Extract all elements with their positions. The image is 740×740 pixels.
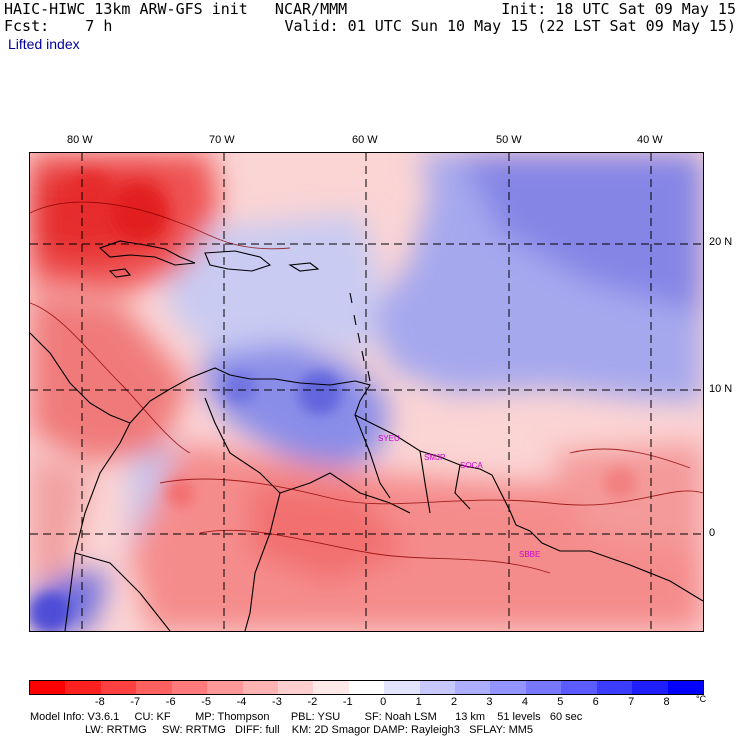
lat-lon-grid xyxy=(30,153,703,631)
colorbar-tick-label: -3 xyxy=(272,696,282,708)
field-label: Lifted index xyxy=(8,36,80,52)
jamaica-coast xyxy=(108,268,132,278)
station-label-sbbe: SBBE xyxy=(519,550,540,559)
colorbar-tick-label: -8 xyxy=(94,696,105,708)
header-title: HAIC-HIWC 13km ARW-GFS init NCAR/MMM xyxy=(4,0,348,18)
south-america-coast xyxy=(129,367,703,602)
header-init-time: Init: 18 UTC Sat 09 May 15 xyxy=(501,0,736,18)
colorbar-segment xyxy=(136,681,172,694)
guyana-border xyxy=(354,414,391,499)
colorbar-tick-label: 7 xyxy=(628,696,635,708)
colorbar-segment xyxy=(30,681,66,694)
colorbar-tick-label: -5 xyxy=(201,696,211,708)
colorbar-segment xyxy=(171,681,208,694)
colorbar-segment xyxy=(419,681,456,694)
colorbar-tick-label: 1 xyxy=(415,696,422,708)
station-label-soca: SOCA xyxy=(460,461,483,470)
colorbar-segment xyxy=(313,681,349,694)
colorbar-tick-label: 5 xyxy=(557,696,564,708)
colorbar-segment xyxy=(525,681,562,694)
header-forecast-hour: Fcst: 7 h xyxy=(4,17,113,35)
colorbar-tick-label: 2 xyxy=(450,696,458,708)
colorbar-segment xyxy=(667,681,704,694)
lat-label-20n: 20 N xyxy=(709,236,733,248)
colorbar-segment xyxy=(596,681,633,694)
station-label-syeu: SYEU xyxy=(378,434,400,443)
puerto-rico-coast xyxy=(288,262,320,272)
colorbar-segment xyxy=(207,681,243,694)
colorbar-segment xyxy=(277,681,314,694)
lesser-antilles xyxy=(349,292,371,382)
colorbar-tick-label: 3 xyxy=(486,696,493,708)
colorbar-tick-label: 6 xyxy=(592,696,599,708)
colorbar-segment xyxy=(490,681,526,694)
colorbar-tick-label: -4 xyxy=(236,696,247,708)
french-guiana-border xyxy=(454,464,471,510)
hispaniola-coast xyxy=(204,250,272,272)
colorbar-unit: °C xyxy=(696,694,707,704)
suriname-border xyxy=(419,450,431,514)
lon-label-50w: 50 W xyxy=(496,134,522,146)
lifted-index-map: SYEU SMJP SOCA SBBE xyxy=(29,152,704,632)
contour-lines xyxy=(30,201,703,574)
colorbar-segment xyxy=(65,681,101,694)
colorbar xyxy=(29,680,704,695)
colorbar-segment xyxy=(384,681,420,694)
colorbar-tick-label: 0 xyxy=(380,696,387,708)
colorbar-segment xyxy=(632,681,668,694)
colorbar-tick-label: -6 xyxy=(165,696,176,708)
lon-label-40w: 40 W xyxy=(637,134,663,146)
colorbar-segment xyxy=(242,681,278,694)
colorbar-segment xyxy=(561,681,597,694)
colorbar-segment xyxy=(348,681,385,694)
lat-label-10n: 10 N xyxy=(709,383,733,395)
colorbar-segment xyxy=(455,681,491,694)
colorbar-tick-label: -7 xyxy=(130,696,141,708)
map-canvas: SYEU SMJP SOCA SBBE xyxy=(30,153,703,631)
colorbar-tick-label: 8 xyxy=(663,696,670,708)
coastlines xyxy=(30,240,703,631)
model-info-line2: LW: RRTMG SW: RRTMG DIFF: full KM: 2D Sm… xyxy=(30,724,534,736)
colorbar-tick-label: -1 xyxy=(342,696,353,708)
peru-ecuador-border xyxy=(74,552,171,631)
station-label-smjp: SMJP xyxy=(424,453,445,462)
south-america-west-coast xyxy=(64,422,131,631)
lon-label-70w: 70 W xyxy=(209,134,235,146)
colorbar-tick-label: 4 xyxy=(521,696,528,708)
colorbar-tick-label: -2 xyxy=(307,696,318,708)
header-valid-time: Valid: 01 UTC Sun 10 May 15 (22 LST Sat … xyxy=(284,17,736,35)
model-info-line1: Model Info: V3.6.1 CU: KF MP: Thompson P… xyxy=(30,711,583,723)
lon-label-60w: 60 W xyxy=(352,134,378,146)
central-america-coast xyxy=(30,332,131,424)
colorbar-segment xyxy=(100,681,137,694)
lon-label-80w: 80 W xyxy=(67,134,93,146)
lat-label-0: 0 xyxy=(709,527,716,539)
colombia-brazil-border xyxy=(279,472,411,514)
